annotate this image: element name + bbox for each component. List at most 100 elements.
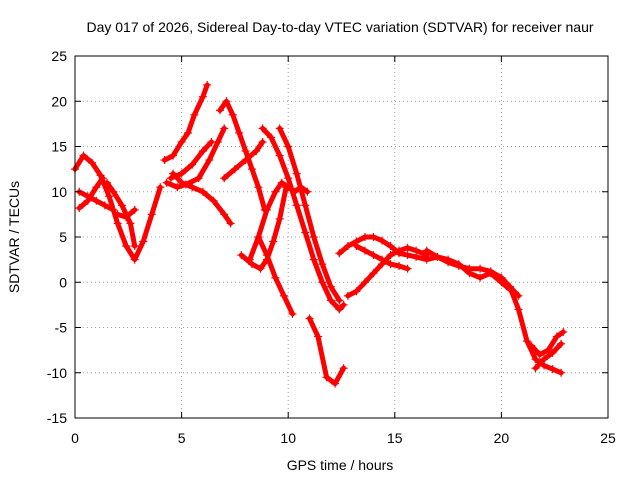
- data-point: [75, 204, 84, 213]
- x-tick-label: 5: [178, 430, 186, 446]
- data-point: [277, 178, 286, 187]
- data-point: [335, 296, 344, 305]
- data-point: [252, 147, 261, 156]
- data-point: [207, 137, 216, 146]
- y-tick-label: 25: [51, 48, 67, 64]
- data-point: [544, 346, 553, 355]
- data-point: [548, 365, 557, 374]
- data-point: [326, 282, 335, 291]
- data-point: [476, 264, 485, 273]
- data-point: [335, 305, 344, 314]
- data-point: [130, 255, 139, 264]
- data-point: [117, 201, 126, 210]
- data-point: [162, 178, 171, 187]
- plot-frame: [74, 55, 609, 419]
- data-point: [241, 156, 250, 165]
- data-point: [369, 251, 378, 260]
- data-point: [194, 174, 203, 183]
- series-trace-w: [527, 328, 568, 359]
- data-point: [527, 341, 536, 350]
- data-point: [275, 214, 284, 223]
- data-point: [360, 246, 369, 255]
- data-point: [303, 187, 312, 196]
- data-point: [215, 106, 224, 115]
- data-point: [83, 192, 92, 201]
- series-layer: [71, 80, 568, 388]
- data-point: [209, 196, 218, 205]
- data-point: [444, 255, 453, 264]
- data-point: [139, 237, 148, 246]
- data-point: [548, 348, 557, 357]
- data-point: [226, 219, 235, 228]
- data-point: [403, 243, 412, 252]
- data-point: [288, 309, 297, 318]
- data-point: [222, 97, 231, 106]
- data-point: [247, 165, 256, 174]
- data-point: [241, 147, 250, 156]
- x-tick-label: 0: [71, 430, 79, 446]
- data-point: [228, 110, 237, 119]
- series-line: [336, 234, 521, 299]
- data-point: [203, 80, 212, 89]
- data-point: [247, 260, 256, 269]
- data-point: [335, 249, 344, 258]
- data-point: [343, 291, 352, 300]
- data-point: [309, 233, 318, 241]
- data-point: [395, 246, 404, 255]
- data-point: [100, 201, 109, 210]
- series-trace-d: [102, 178, 139, 251]
- data-point: [183, 128, 192, 137]
- series-trace-i: [169, 169, 235, 228]
- series-trace-a: [71, 151, 165, 264]
- series-line: [217, 98, 268, 213]
- series-trace-x: [531, 339, 566, 373]
- data-point: [326, 296, 335, 305]
- data-point: [522, 337, 531, 346]
- data-point: [352, 242, 361, 251]
- data-point: [198, 187, 207, 196]
- data-point: [331, 379, 340, 388]
- series-trace-n: [258, 124, 348, 314]
- data-point: [314, 332, 323, 341]
- series-trace-p: [254, 233, 297, 318]
- series-trace-e: [113, 205, 139, 222]
- series-line: [72, 153, 163, 263]
- y-axis-title: SDTVAR / TECUs: [6, 181, 22, 293]
- data-point: [339, 364, 348, 373]
- data-point: [92, 196, 101, 205]
- data-point: [254, 183, 263, 192]
- data-point: [309, 255, 318, 264]
- series-trace-k: [220, 137, 267, 183]
- data-point: [122, 242, 131, 251]
- data-point: [230, 165, 239, 174]
- series-trace-t: [352, 242, 412, 273]
- data-point: [267, 133, 276, 142]
- data-point: [352, 287, 361, 296]
- data-point: [318, 278, 327, 287]
- data-point: [386, 251, 395, 260]
- data-point: [205, 156, 214, 165]
- data-point: [531, 355, 540, 364]
- data-point: [369, 269, 378, 278]
- data-point: [284, 142, 293, 151]
- data-point: [531, 364, 540, 373]
- data-point: [552, 332, 561, 341]
- data-point: [166, 174, 175, 183]
- data-point: [92, 183, 101, 192]
- data-point: [497, 273, 506, 282]
- data-point: [237, 251, 246, 260]
- series-trace-h: [166, 137, 216, 183]
- data-point: [245, 255, 254, 264]
- data-point: [339, 300, 348, 309]
- data-point: [403, 264, 412, 273]
- y-tick-label: 10: [51, 184, 67, 200]
- data-point: [378, 255, 387, 264]
- series-trace-s: [343, 243, 431, 300]
- series-trace-j: [215, 97, 269, 214]
- data-point: [514, 305, 523, 314]
- data-point: [156, 183, 165, 192]
- data-point: [198, 92, 207, 101]
- data-point: [160, 156, 169, 165]
- data-point: [378, 236, 387, 245]
